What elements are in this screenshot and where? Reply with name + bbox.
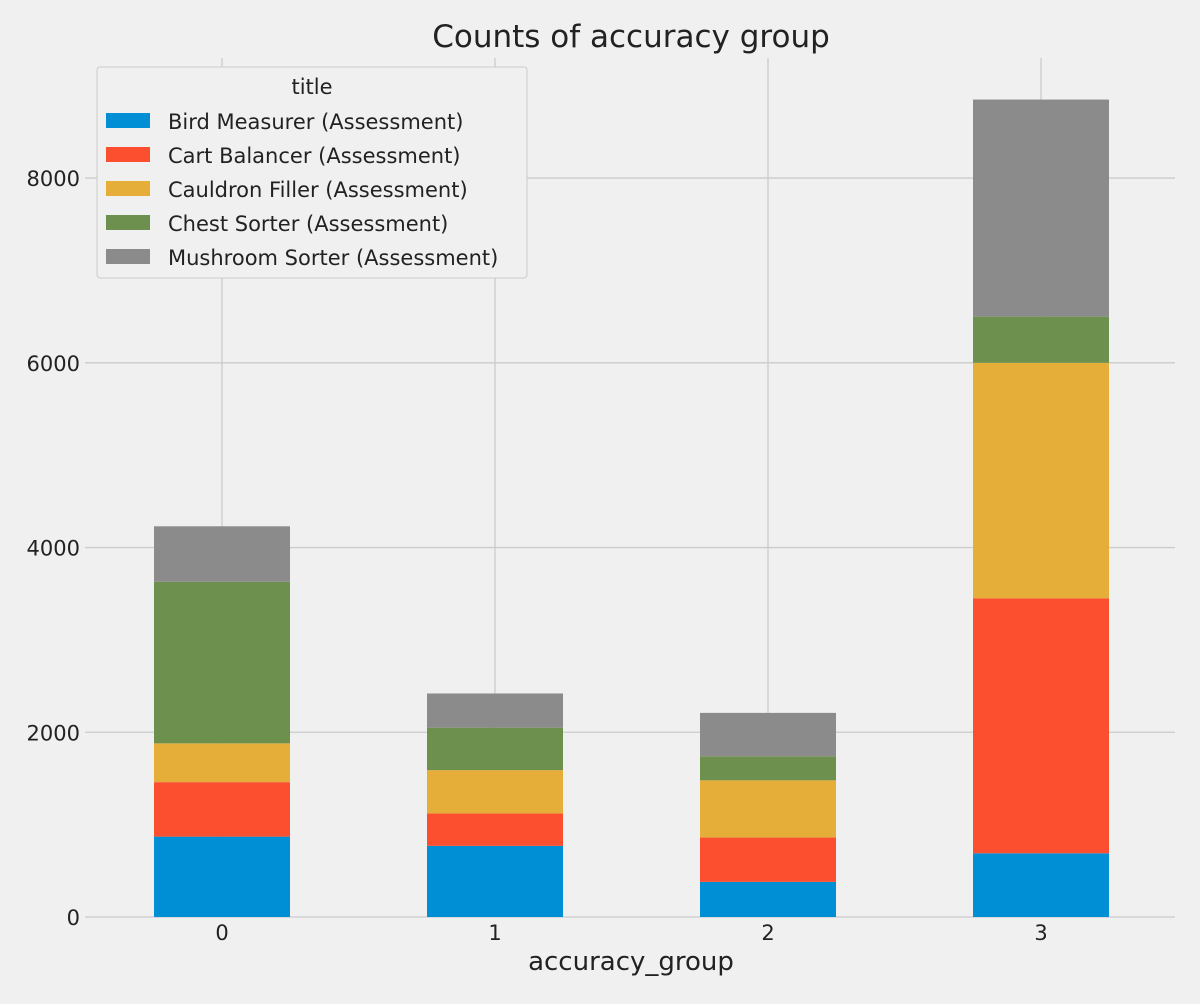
- bar-segment: [700, 780, 836, 838]
- legend-frame: [96, 66, 528, 279]
- bar-segment: [973, 853, 1109, 917]
- bar-segment: [973, 99, 1109, 317]
- bar-segment: [700, 881, 836, 917]
- bar-segment: [700, 756, 836, 781]
- legend-items: Bird Measurer (Assessment) Cart Balancer …: [106, 110, 498, 270]
- bar-segment: [427, 727, 563, 771]
- x-tick-label: 3: [1034, 921, 1047, 945]
- legend-label: Chest Sorter (Assessment): [168, 212, 448, 236]
- legend-label: Cauldron Filler (Assessment): [168, 178, 468, 202]
- x-tick-label: 0: [215, 921, 228, 945]
- y-tick-label: 8000: [27, 167, 80, 191]
- bar-segment: [154, 743, 290, 783]
- bar-segment: [973, 316, 1109, 363]
- bar-segment: [700, 837, 836, 882]
- legend-label: Bird Measurer (Assessment): [168, 110, 463, 134]
- legend-title: title: [291, 75, 332, 99]
- bar-segment: [973, 362, 1109, 599]
- legend-swatch: [106, 113, 150, 128]
- y-tick-label: 2000: [27, 721, 80, 745]
- legend-swatch: [106, 249, 150, 264]
- legend-swatch: [106, 181, 150, 196]
- legend-label: Cart Balancer (Assessment): [168, 144, 461, 168]
- x-tick-label: 1: [488, 921, 501, 945]
- bar-segment: [427, 813, 563, 846]
- bar-segment: [427, 845, 563, 917]
- y-tick-label: 6000: [27, 352, 80, 376]
- bar-segment: [154, 526, 290, 582]
- legend-label: Mushroom Sorter (Assessment): [168, 246, 498, 270]
- y-tick-label: 4000: [27, 537, 80, 561]
- axis-layer: 0 2000 4000 6000 8000 0 1 2 3: [27, 167, 1048, 945]
- x-tick-label: 2: [761, 921, 774, 945]
- legend: title Bird Measurer (Assessment) Cart Bal…: [96, 66, 528, 279]
- bar-segment: [154, 581, 290, 744]
- bar-segment: [154, 782, 290, 837]
- bar-segment: [700, 712, 836, 757]
- y-tick-label: 0: [67, 906, 80, 930]
- bar-segment: [973, 598, 1109, 854]
- chart-title: Counts of accuracy group: [432, 19, 830, 55]
- bar-segment: [427, 770, 563, 814]
- bar-segment: [154, 836, 290, 917]
- legend-swatch: [106, 215, 150, 230]
- bars-layer: [154, 99, 1109, 917]
- x-axis-label: accuracy_group: [528, 947, 734, 977]
- bar-segment: [427, 693, 563, 728]
- legend-swatch: [106, 147, 150, 162]
